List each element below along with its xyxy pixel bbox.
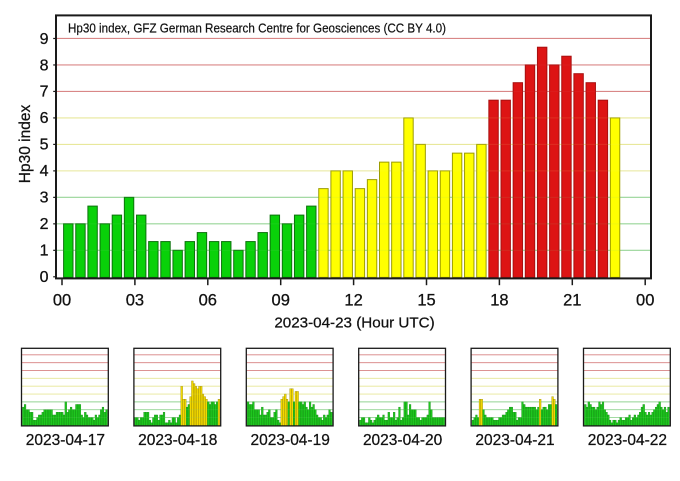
svg-text:2023-04-22: 2023-04-22: [588, 432, 667, 449]
svg-text:6: 6: [40, 110, 49, 127]
svg-text:Hp30 index, GFZ German Researc: Hp30 index, GFZ German Research Centre f…: [68, 21, 446, 35]
svg-text:5: 5: [40, 137, 49, 154]
svg-text:2023-04-19: 2023-04-19: [251, 432, 330, 449]
svg-text:8: 8: [40, 57, 49, 74]
svg-text:9: 9: [40, 31, 49, 48]
svg-text:00: 00: [53, 292, 71, 310]
svg-text:15: 15: [417, 292, 435, 310]
svg-text:21: 21: [563, 292, 581, 310]
svg-text:09: 09: [272, 292, 290, 310]
svg-text:3: 3: [40, 190, 49, 207]
svg-text:12: 12: [344, 292, 362, 310]
svg-text:2: 2: [40, 216, 49, 233]
svg-text:2023-04-18: 2023-04-18: [138, 432, 217, 449]
svg-text:2023-04-17: 2023-04-17: [26, 432, 105, 449]
svg-text:0: 0: [40, 269, 49, 286]
svg-text:4: 4: [40, 163, 49, 180]
svg-text:2023-04-21: 2023-04-21: [475, 432, 554, 449]
svg-text:18: 18: [490, 292, 508, 310]
svg-text:00: 00: [636, 292, 654, 310]
svg-text:2023-04-20: 2023-04-20: [363, 432, 443, 449]
svg-text:1: 1: [40, 243, 49, 260]
svg-text:03: 03: [126, 292, 144, 310]
svg-text:2023-04-23 (Hour UTC): 2023-04-23 (Hour UTC): [274, 314, 434, 331]
svg-text:7: 7: [40, 84, 49, 101]
svg-text:Hp30 index: Hp30 index: [17, 105, 34, 184]
svg-text:06: 06: [199, 292, 217, 310]
